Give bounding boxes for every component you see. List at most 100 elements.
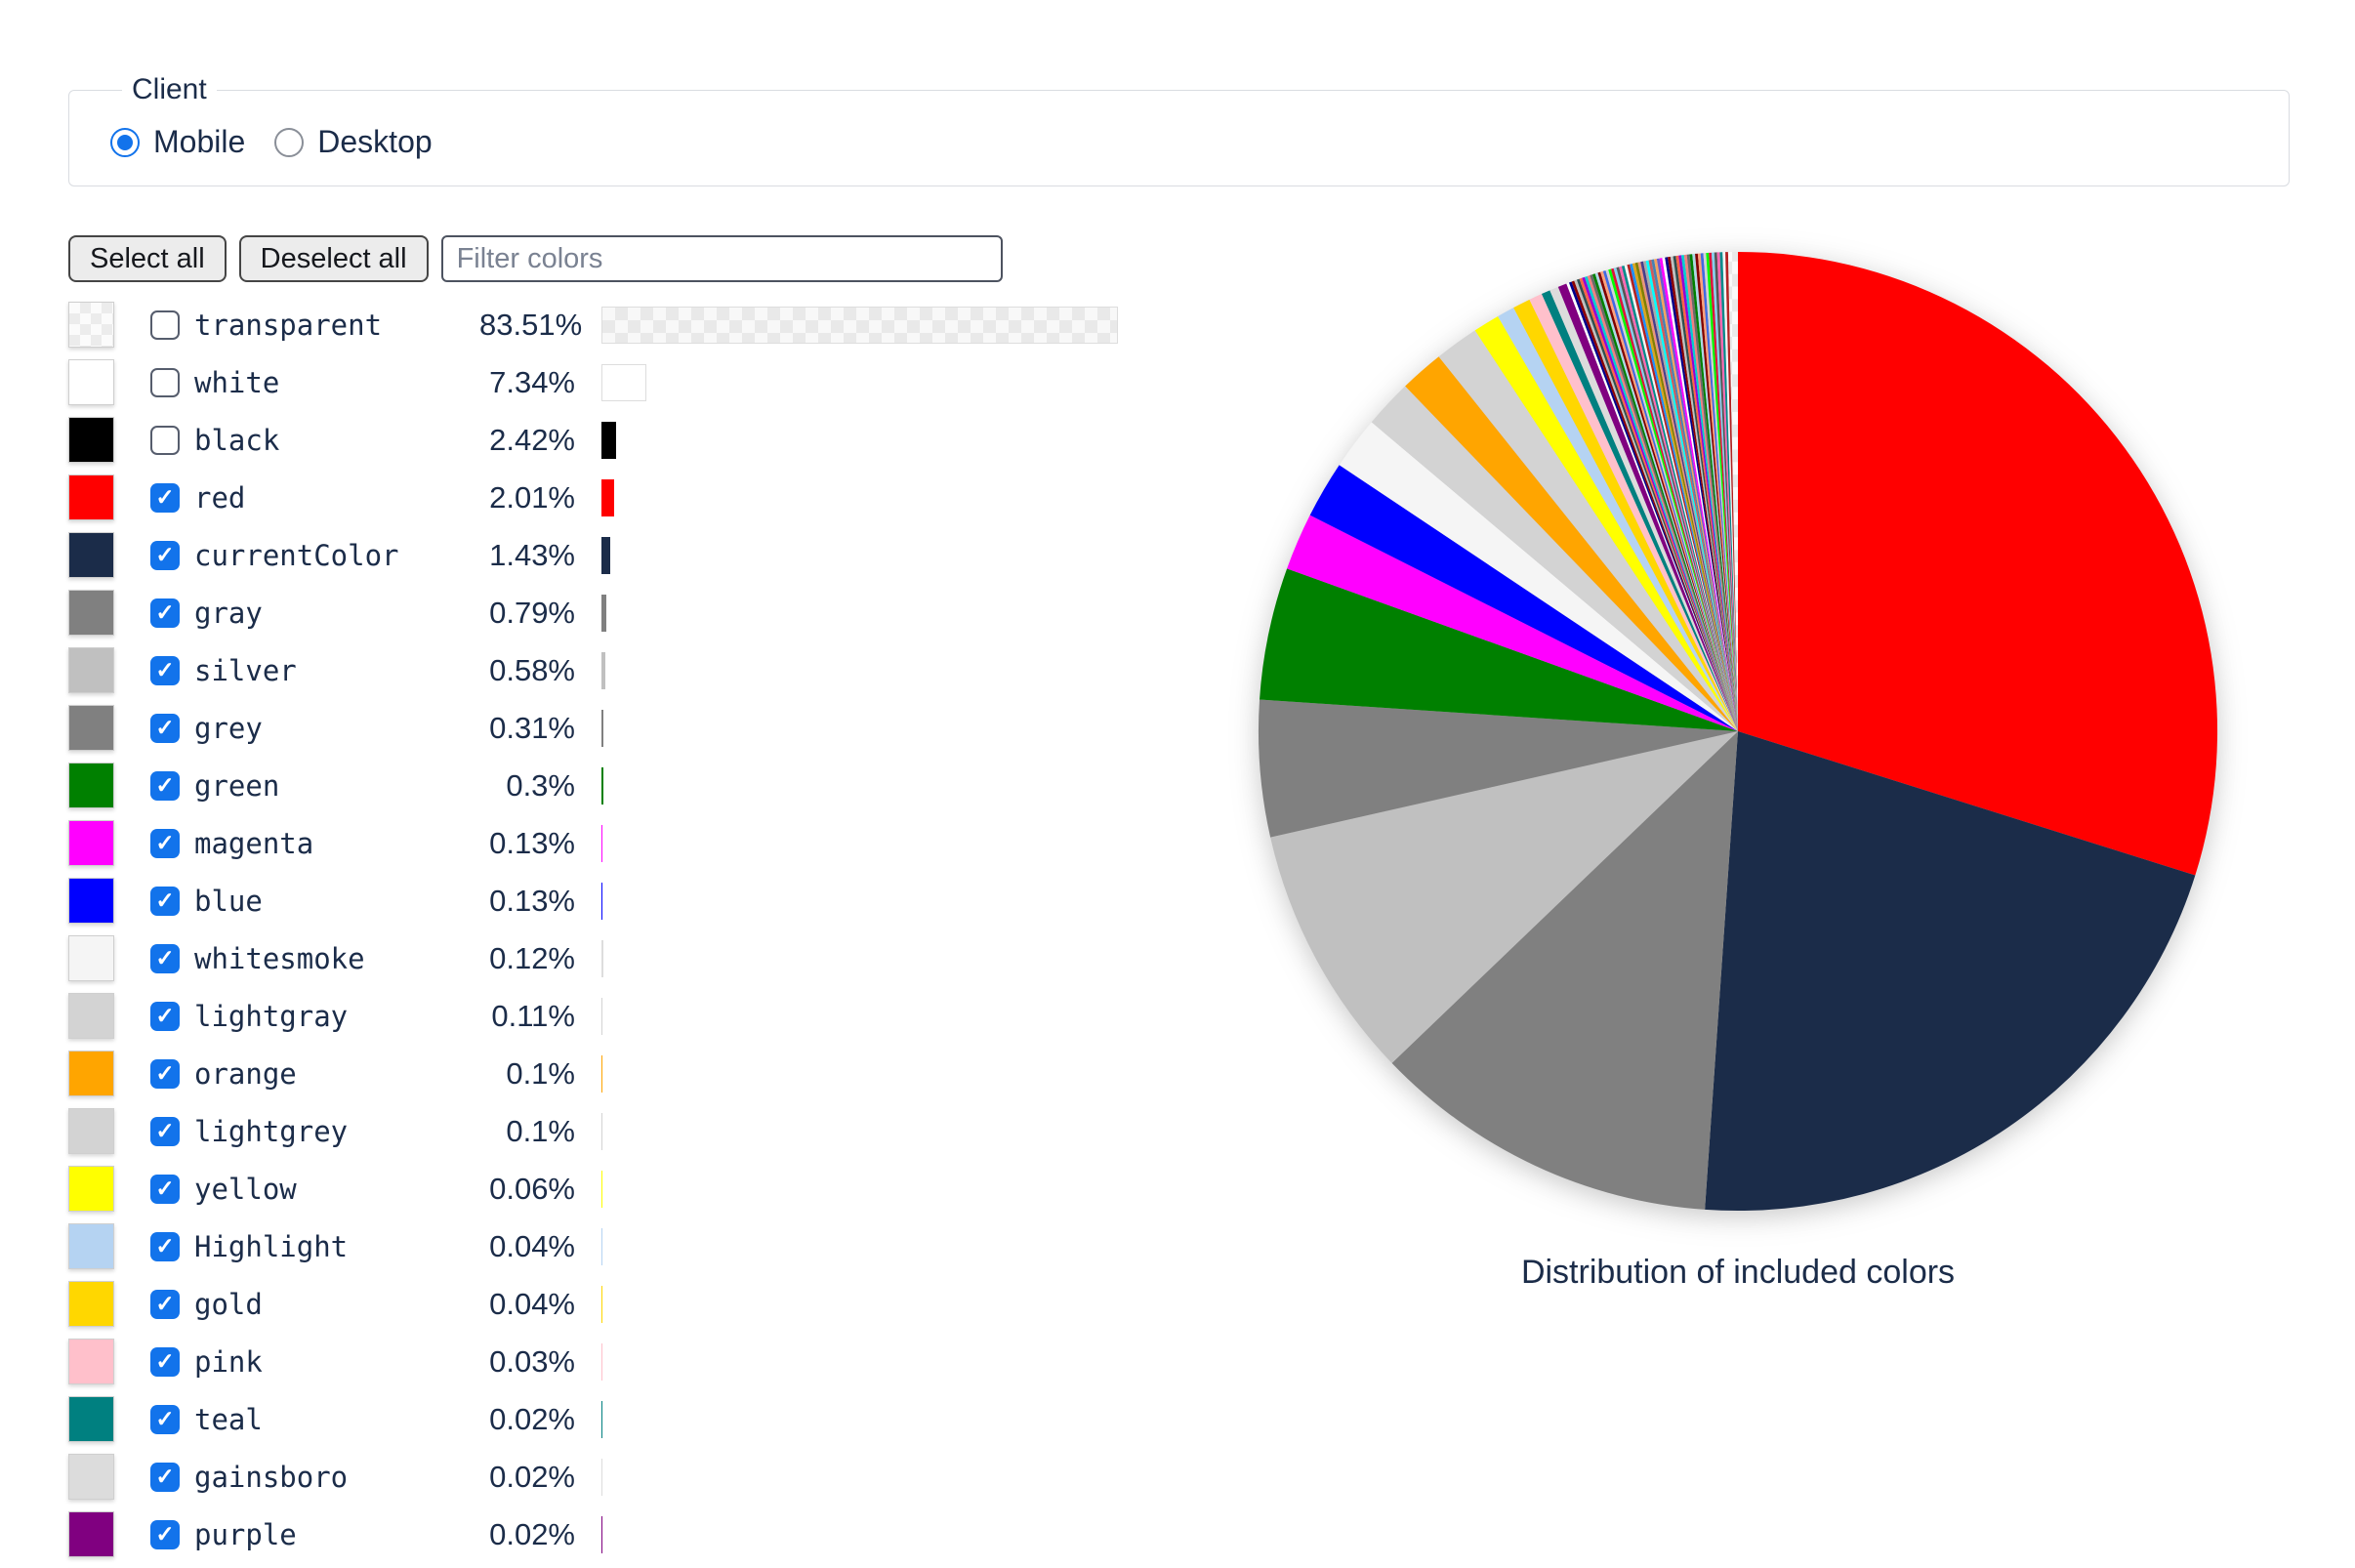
- pie-slice-tail: [1722, 252, 1738, 731]
- pie-slice-tail: [1711, 252, 1738, 731]
- color-row: [68, 1563, 2355, 1568]
- color-checkbox[interactable]: ✓: [150, 713, 180, 743]
- pie-slice-tail: [1673, 256, 1738, 731]
- pie-slice-whitesmoke: [1339, 422, 1738, 731]
- color-checkbox[interactable]: ✓: [150, 1058, 180, 1089]
- pie-slice-tail: [1619, 266, 1738, 731]
- pie-slice-tail: [1594, 272, 1738, 731]
- pie-slice-tail: [1637, 262, 1738, 731]
- color-checkbox[interactable]: ✓: [150, 1346, 180, 1377]
- radio-mobile-icon[interactable]: [110, 127, 140, 157]
- pie-slice-tail: [1725, 252, 1738, 731]
- pie-slice-tail: [1654, 259, 1738, 731]
- pie-slice-tail: [1675, 255, 1738, 731]
- pie-slice-tail: [1566, 282, 1738, 731]
- deselect-all-button[interactable]: Deselect all: [238, 235, 429, 282]
- pie-slice-tail: [1681, 255, 1738, 731]
- pie-slice-tail: [1608, 268, 1738, 731]
- color-checkbox[interactable]: ✓: [150, 1231, 180, 1261]
- color-percentage: 0.13%: [489, 825, 575, 860]
- color-checkbox[interactable]: ✓: [150, 1519, 180, 1549]
- color-checkbox[interactable]: ✓: [150, 1174, 180, 1204]
- pie-slice-tail: [1574, 279, 1738, 731]
- pie-slice-tail: [1709, 252, 1738, 731]
- pie-slice-tail: [1656, 258, 1738, 731]
- color-bar: [601, 882, 602, 920]
- color-percentage: 0.1%: [506, 1113, 575, 1148]
- color-swatch: [68, 993, 114, 1039]
- color-swatch: [68, 532, 114, 578]
- pie-slice-gainsboro: [1549, 286, 1738, 731]
- color-row: ✓ teal 0.02%: [68, 1390, 2355, 1448]
- pie-slice-tail: [1703, 253, 1738, 731]
- color-checkbox[interactable]: ✓: [150, 655, 180, 685]
- color-name: silver: [194, 653, 297, 687]
- color-bar: [601, 421, 617, 459]
- color-checkbox[interactable]: ✓: [150, 770, 180, 801]
- color-checkbox[interactable]: ✓: [150, 1116, 180, 1146]
- radio-option-mobile[interactable]: Mobile: [110, 124, 245, 160]
- color-percentage: 0.04%: [489, 1286, 575, 1321]
- color-checkbox[interactable]: ✓: [150, 828, 180, 858]
- pie-slice-transparent-pattern: [1727, 251, 1738, 731]
- pie-slice-red: [1738, 251, 2218, 876]
- pie-slice-yellow: [1474, 315, 1738, 731]
- color-name: lightgrey: [194, 1114, 349, 1148]
- color-checkbox[interactable]: ✓: [150, 886, 180, 916]
- color-swatch: [68, 475, 114, 520]
- color-row: ✓ gray 0.79%: [68, 584, 2355, 641]
- color-checkbox[interactable]: ✓: [150, 598, 180, 628]
- color-swatch: [68, 590, 114, 636]
- color-name: teal: [194, 1402, 263, 1436]
- pie-slice-tail: [1648, 260, 1738, 731]
- radio-desktop-label: Desktop: [317, 124, 433, 159]
- color-name: black: [194, 423, 280, 457]
- color-checkbox[interactable]: [150, 425, 180, 455]
- pie-slice-tail: [1668, 256, 1738, 731]
- color-name: red: [194, 480, 246, 515]
- color-row: ✓ whitesmoke 0.12%: [68, 929, 2355, 987]
- color-checkbox[interactable]: ✓: [150, 943, 180, 973]
- color-row: ✓ gold 0.04%: [68, 1275, 2355, 1333]
- pie-slice-tail: [1630, 264, 1738, 731]
- pie-slice-tail: [1695, 253, 1738, 731]
- color-checkbox[interactable]: ✓: [150, 1001, 180, 1031]
- pie-slice-tail: [1651, 259, 1738, 731]
- color-checkbox[interactable]: ✓: [150, 1404, 180, 1434]
- pie-slice-grey: [1258, 699, 1738, 838]
- client-legend: Client: [132, 73, 207, 105]
- select-all-button[interactable]: Select all: [68, 235, 227, 282]
- color-checkbox[interactable]: [150, 309, 180, 340]
- pie-slice-tail: [1571, 280, 1738, 731]
- color-swatch: [68, 878, 114, 924]
- color-bar: [601, 651, 605, 689]
- pie-slice-blue: [1309, 465, 1738, 731]
- color-checkbox[interactable]: ✓: [150, 1289, 180, 1319]
- color-name: pink: [194, 1344, 263, 1379]
- color-swatch: [68, 1511, 114, 1557]
- pie-slice-tail: [1591, 273, 1738, 731]
- pie-slice-pink: [1529, 294, 1738, 731]
- color-checkbox[interactable]: ✓: [150, 540, 180, 570]
- color-toolbar: Select all Deselect all: [68, 235, 2355, 282]
- color-name: whitesmoke: [194, 941, 365, 975]
- color-checkbox[interactable]: ✓: [150, 482, 180, 513]
- color-row: ✓ lightgrey 0.1%: [68, 1102, 2355, 1160]
- color-bar: [601, 824, 602, 862]
- color-checkbox[interactable]: [150, 367, 180, 397]
- color-checkbox[interactable]: ✓: [150, 1462, 180, 1492]
- color-swatch: [68, 1166, 114, 1212]
- radio-option-desktop[interactable]: Desktop: [274, 124, 433, 160]
- pie-slice-green: [1260, 568, 1738, 731]
- pie-slice-teal: [1541, 290, 1738, 731]
- color-percentage: 0.3%: [506, 767, 575, 803]
- filter-colors-input[interactable]: [440, 235, 1003, 282]
- pie-slice-currentColor: [1705, 731, 2196, 1212]
- color-bar: [601, 1112, 602, 1150]
- color-row: ✓ yellow 0.06%: [68, 1160, 2355, 1217]
- color-row: ✓ purple 0.02%: [68, 1506, 2355, 1563]
- color-bar: [601, 594, 606, 632]
- radio-desktop-icon[interactable]: [274, 127, 305, 157]
- color-row: ✓ grey 0.31%: [68, 699, 2355, 757]
- color-row: ✓ currentColor 1.43%: [68, 526, 2355, 584]
